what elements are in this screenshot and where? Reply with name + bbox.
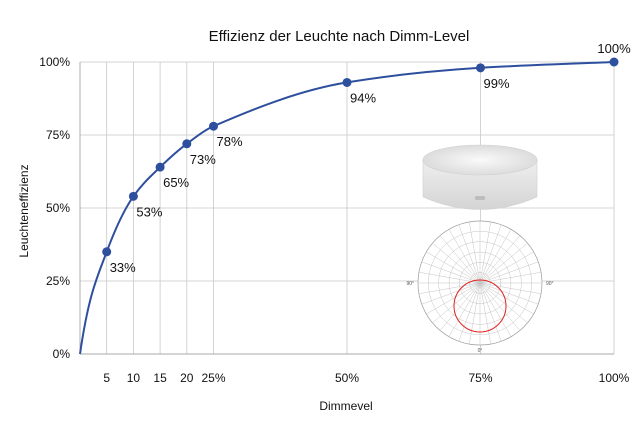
y-tick-label-0: 0% bbox=[53, 347, 71, 361]
data-label-0: 33% bbox=[110, 260, 136, 275]
x-tick-label-0: 5 bbox=[103, 371, 110, 385]
data-label-5: 94% bbox=[350, 90, 376, 105]
data-point-3 bbox=[182, 139, 192, 149]
data-points: 33% 53%65%73%78% 94% 99% 100% bbox=[102, 41, 631, 275]
x-tick-label-3: 20 bbox=[180, 371, 194, 385]
x-tick-label-7: 100% bbox=[599, 371, 630, 385]
efficiency-curve bbox=[79, 61, 615, 355]
data-point-1 bbox=[128, 191, 138, 201]
luminaire-inset: 90° 90° 0° bbox=[406, 144, 554, 354]
data-point-7 bbox=[609, 57, 619, 67]
polar-angle-label-0: 90° bbox=[406, 281, 414, 287]
y-axis-ticks: 0% 25% 50% 75% 100% bbox=[39, 55, 70, 361]
polar-diagram: 90° 90° 0° bbox=[406, 220, 554, 354]
y-tick-label-3: 75% bbox=[46, 128, 70, 142]
x-tick-label-1: 10 bbox=[127, 371, 141, 385]
y-tick-label-2: 50% bbox=[46, 201, 70, 215]
x-axis-label: Dimmevel bbox=[319, 399, 372, 413]
x-tick-label-6: 75% bbox=[468, 371, 492, 385]
data-label-6: 99% bbox=[484, 76, 510, 91]
x-tick-label-4: 25% bbox=[201, 371, 225, 385]
luminaire-image bbox=[422, 144, 538, 210]
data-label-4: 78% bbox=[217, 134, 243, 149]
data-label-7: 100% bbox=[597, 41, 631, 56]
y-tick-label-4: 100% bbox=[39, 55, 70, 69]
grid bbox=[79, 61, 615, 355]
polar-angle-label-2: 0° bbox=[478, 348, 483, 354]
data-point-6 bbox=[476, 63, 485, 73]
data-point-0 bbox=[102, 247, 112, 257]
data-label-2: 65% bbox=[163, 175, 189, 190]
polar-intensity-curve bbox=[453, 279, 507, 333]
x-tick-label-2: 15 bbox=[153, 371, 167, 385]
x-axis-ticks: 5 10 15 20 25% 50% 75% 100% bbox=[103, 371, 629, 385]
data-point-4 bbox=[209, 121, 218, 131]
x-tick-label-5: 50% bbox=[335, 371, 359, 385]
polar-angle-label-1: 90° bbox=[546, 281, 554, 287]
y-tick-label-1: 25% bbox=[46, 274, 70, 288]
y-axis-label: Leuchteneffizienz bbox=[17, 164, 31, 257]
data-label-3: 73% bbox=[190, 152, 216, 167]
chart-title: Effizienz der Leuchte nach Dimm-Level bbox=[209, 28, 470, 45]
efficiency-line bbox=[79, 61, 615, 355]
data-point-2 bbox=[155, 162, 165, 172]
data-point-5 bbox=[342, 77, 352, 87]
data-label-1: 53% bbox=[136, 204, 162, 219]
